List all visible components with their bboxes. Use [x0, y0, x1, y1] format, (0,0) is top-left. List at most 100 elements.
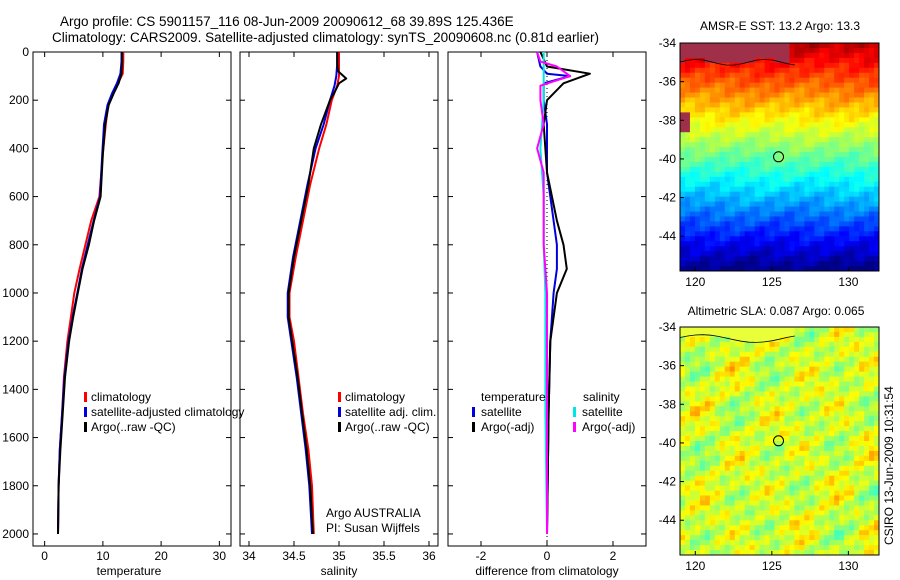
- heatmap-cell: [839, 416, 845, 422]
- heatmap-cell: [719, 495, 726, 501]
- heatmap-cell: [824, 510, 830, 516]
- heatmap-cell: [779, 495, 785, 501]
- heatmap-cell: [689, 426, 696, 432]
- heatmap-cell: [709, 152, 716, 158]
- heatmap-cell: [724, 490, 731, 496]
- heatmap-cell: [804, 411, 810, 417]
- heatmap-cell: [724, 371, 731, 377]
- heatmap-cell: [834, 436, 840, 442]
- heatmap-cell: [829, 107, 835, 113]
- heatmap-cell: [814, 251, 820, 257]
- heatmap-cell: [744, 431, 751, 437]
- heatmap-cell: [874, 191, 879, 198]
- heatmap-cell: [809, 381, 815, 387]
- heatmap-cell: [814, 142, 820, 148]
- heatmap-cell: [799, 191, 805, 198]
- heatmap-cell: [854, 206, 860, 212]
- heatmap-cell: [694, 152, 701, 158]
- heatmap-cell: [789, 421, 795, 427]
- heatmap-cell: [839, 411, 845, 417]
- heatmap-cell: [680, 381, 686, 387]
- heatmap-cell: [824, 346, 830, 353]
- heatmap-cell: [704, 336, 711, 343]
- heatmap-cell: [749, 485, 756, 491]
- heatmap-cell: [764, 107, 770, 113]
- heatmap-cell: [724, 431, 731, 437]
- heatmap-cell: [714, 251, 721, 257]
- heatmap-cell: [744, 356, 751, 363]
- heatmap-cell: [784, 52, 790, 59]
- heatmap-cell: [854, 436, 860, 442]
- heatmap-cell: [719, 381, 726, 387]
- heatmap-cell: [764, 500, 770, 506]
- heatmap-cell: [859, 416, 865, 422]
- heatmap-cell: [754, 261, 761, 267]
- heatmap-cell: [704, 356, 711, 363]
- side-timestamp: CSIRO 13-Jun-2009 10:31:54: [882, 386, 896, 545]
- heatmap-cell: [724, 112, 731, 118]
- heatmap-cell: [724, 460, 731, 467]
- heatmap-cell: [774, 157, 780, 163]
- heatmap-cell: [774, 266, 780, 271]
- heatmap-cell: [844, 495, 850, 501]
- heatmap-cell: [814, 485, 820, 491]
- heatmap-cell: [804, 241, 810, 247]
- heatmap-cell: [724, 366, 731, 373]
- heatmap-cell: [754, 137, 761, 143]
- heatmap-cell: [844, 157, 850, 163]
- heatmap-cell: [680, 67, 686, 74]
- y-tick-label: 0: [22, 45, 29, 59]
- heatmap-cell: [859, 510, 865, 516]
- heatmap-cell: [694, 112, 701, 118]
- heatmap-cell: [719, 445, 726, 452]
- heatmap-cell: [804, 505, 810, 511]
- heatmap-cell: [844, 241, 850, 247]
- heatmap-cell: [680, 540, 686, 546]
- heatmap-cell: [684, 371, 691, 377]
- heatmap-cell: [859, 117, 865, 123]
- heatmap-cell: [794, 341, 800, 348]
- heatmap-cell: [864, 127, 870, 133]
- heatmap-cell: [809, 426, 815, 432]
- heatmap-cell: [694, 421, 701, 427]
- heatmap-cell: [699, 545, 706, 551]
- heatmap-cell: [734, 386, 741, 392]
- heatmap-cell: [824, 127, 830, 133]
- heatmap-cell: [849, 82, 855, 89]
- heatmap-cell: [764, 137, 770, 143]
- heatmap-cell: [724, 331, 731, 338]
- heatmap-cell: [779, 206, 785, 212]
- heatmap-cell: [724, 356, 731, 363]
- heatmap-cell: [709, 221, 716, 227]
- heatmap-cell: [754, 157, 761, 163]
- heatmap-cell: [779, 122, 785, 128]
- heatmap-cell: [699, 485, 706, 491]
- heatmap-cell: [684, 261, 691, 267]
- heatmap-cell: [784, 391, 790, 397]
- heatmap-cell: [824, 391, 830, 397]
- heatmap-cell: [724, 166, 731, 173]
- heatmap-cell: [809, 221, 815, 227]
- heatmap-cell: [804, 465, 810, 472]
- heatmap-cell: [699, 52, 706, 59]
- heatmap-cell: [680, 416, 686, 422]
- heatmap-cell: [859, 72, 865, 79]
- heatmap-cell: [814, 366, 820, 373]
- heatmap-cell: [814, 97, 820, 103]
- heatmap-cell: [824, 371, 830, 377]
- heatmap-cell: [869, 186, 875, 193]
- heatmap-cell: [854, 236, 860, 242]
- heatmap-cell: [819, 132, 825, 138]
- heatmap-cell: [734, 376, 741, 382]
- heatmap-cell: [699, 327, 706, 333]
- heatmap-cell: [824, 82, 830, 89]
- heatmap-cell: [849, 97, 855, 103]
- heatmap-cell: [869, 465, 875, 472]
- heatmap-cell: [719, 92, 726, 98]
- heatmap-cell: [864, 366, 870, 373]
- heatmap-cell: [789, 97, 795, 103]
- heatmap-cell: [734, 157, 741, 163]
- heatmap-cell: [829, 62, 835, 69]
- heatmap-cell: [684, 445, 691, 452]
- heatmap-cell: [689, 216, 696, 222]
